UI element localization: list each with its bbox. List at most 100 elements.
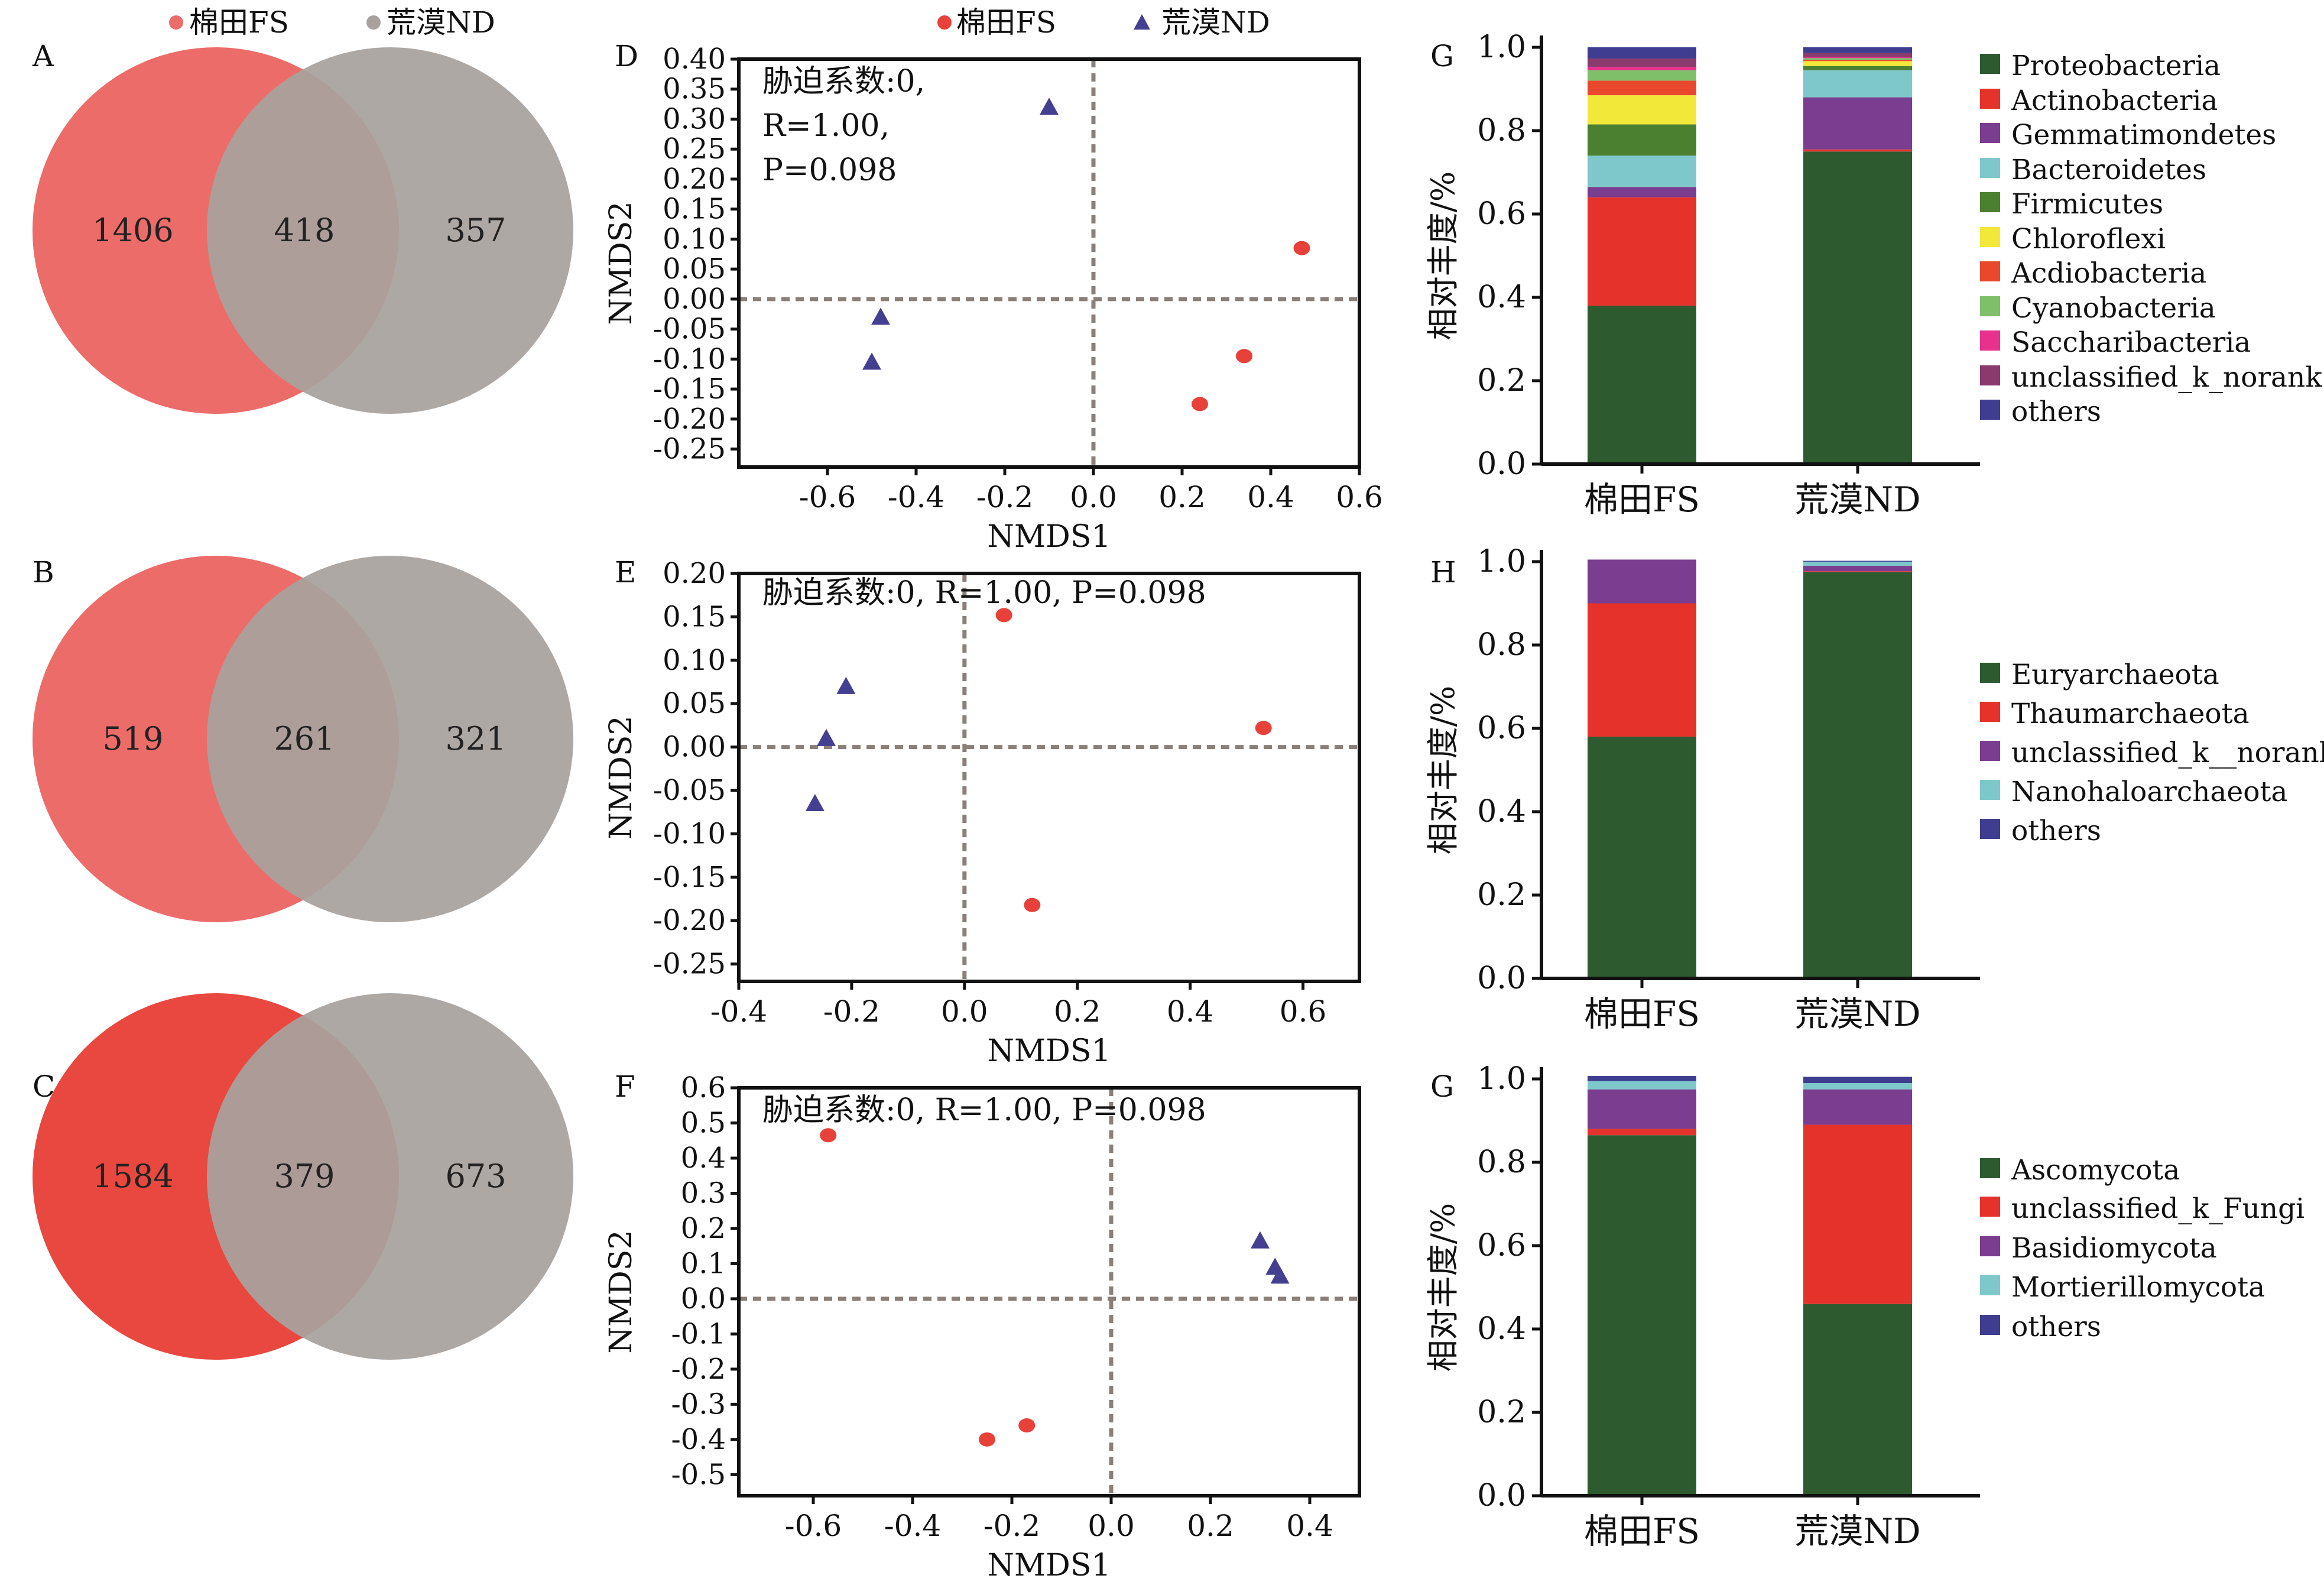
bar-segment-euryarchaeota [1588, 737, 1696, 978]
legend-label: Cyanobacteria [2011, 292, 2216, 325]
stats-annotation: 胁迫系数:0, [762, 64, 925, 99]
legend-swatch-icon [1980, 1236, 2000, 1256]
venn-legend: 棉田FS 荒漠ND [169, 5, 495, 40]
legend-label: Gemmatimondetes [2011, 119, 2276, 151]
y-axis-label: NMDS2 [603, 1230, 639, 1353]
x-tick-label: -0.4 [710, 994, 767, 1029]
y-axis-label: 相对丰度/% [1424, 1203, 1462, 1372]
legend-swatch-icon [1980, 1197, 2000, 1217]
legend-triangle-icon [1134, 14, 1150, 30]
legend-swatch-icon [1980, 54, 2000, 74]
x-tick-label: 0.4 [1286, 1509, 1333, 1543]
bar-segment-unclassified-k-norank [1588, 559, 1696, 604]
legend-swatch-icon [1980, 296, 2000, 316]
x-category-label: 荒漠ND [1794, 1511, 1920, 1551]
y-tick-label: 0.6 [1477, 1228, 1526, 1263]
y-tick-label: 0.30 [663, 102, 726, 135]
bar-segment-gemmatimondetes [1803, 97, 1912, 150]
y-axis-label: NMDS2 [603, 201, 639, 325]
y-tick-label: -0.3 [671, 1388, 726, 1421]
bar-segment-cyanobacteria [1803, 58, 1912, 60]
y-tick-label: 0.8 [1477, 627, 1526, 663]
nmds-legend-label: 棉田FS [956, 5, 1056, 40]
legend-label: others [2011, 396, 2101, 428]
y-tick-label: 0.35 [663, 73, 726, 106]
bar-segment-unclassified-k-fungi [1803, 1124, 1912, 1304]
scatter-point-nd [1270, 1266, 1290, 1284]
bar-segment-firmicutes [1588, 124, 1696, 156]
y-tick-label: -0.05 [653, 774, 726, 807]
y-tick-label: 0.05 [663, 252, 726, 286]
legend-dot-icon [366, 15, 381, 30]
scatter-point-nd [816, 728, 836, 746]
y-tick-label: 1.0 [1477, 544, 1526, 579]
nmds-plot-F: 0.60.50.40.30.20.10.0-0.1-0.2-0.3-0.4-0.… [603, 1071, 1361, 1583]
y-tick-label: -0.1 [671, 1317, 726, 1350]
x-tick-label: -0.4 [884, 1509, 941, 1543]
y-tick-label: 0.0 [1477, 1478, 1526, 1513]
venn-count-shared: 379 [274, 1158, 335, 1195]
x-tick-label: 0.2 [1054, 994, 1101, 1029]
y-tick-label: 0.20 [663, 557, 726, 590]
panel-letter: F [615, 1069, 635, 1104]
venn-count-only-nd: 321 [445, 720, 506, 757]
legend-swatch-icon [1980, 400, 2000, 420]
venn-circle-nd [207, 47, 573, 414]
bar-segment-others [1588, 1076, 1696, 1081]
legend-label: Thaumarchaeota [2011, 698, 2250, 730]
y-tick-label: 0.3 [681, 1176, 726, 1210]
y-tick-label: 0.40 [663, 43, 726, 76]
y-tick-label: 0.25 [663, 132, 726, 166]
venn-diagram-C: 1584 379 673 [33, 993, 573, 1360]
y-axis-label: 相对丰度/% [1424, 171, 1462, 341]
bar-segment-thaumarchaeota [1588, 603, 1696, 737]
y-tick-label: 0.05 [663, 687, 726, 720]
venn-count-only-nd: 673 [445, 1158, 506, 1195]
panel-letter: B [33, 555, 54, 589]
bar-segment-unclassified-k-norank [1588, 59, 1696, 67]
scatter-point-fs [820, 1128, 837, 1143]
venn-diagram-B: 519 261 321 [33, 556, 573, 922]
bar-segment-mortierillomycota [1588, 1081, 1696, 1090]
x-tick-label: 0.2 [1187, 1509, 1234, 1543]
stacked-bar-chart-G: 棉田FS 荒漠ND 0.0 0.2 0.4 0.6 0.8 1.0 相对丰度/% Ascomyco… [1424, 1061, 2304, 1551]
scatter-point-fs [979, 1432, 995, 1447]
bar-segment-saccharibacteria [1803, 57, 1912, 59]
venn-count-only-nd: 357 [445, 212, 506, 249]
bar-segment-basidiomycota [1803, 1089, 1912, 1125]
y-tick-label: 0.4 [1477, 280, 1526, 315]
scatter-point-fs [1236, 349, 1252, 364]
bar-segment-others [1803, 47, 1912, 53]
scatter-point-nd [862, 352, 881, 370]
y-tick-label: 0.8 [1477, 1145, 1526, 1180]
x-tick-label: 0.0 [941, 994, 988, 1029]
legend-label: Proteobacteria [2011, 50, 2221, 82]
stacked-bar-chart-G: 棉田FS 荒漠ND 0.0 0.2 0.4 0.6 0.8 1.0 相对丰度/% Proteoba… [1424, 30, 2322, 520]
bar-segment-mortierillomycota [1803, 1083, 1912, 1090]
x-axis-label: NMDS1 [987, 1548, 1111, 1583]
venn-count-shared: 418 [274, 212, 335, 249]
plot-frame [737, 572, 1361, 983]
x-tick-label: -0.2 [976, 480, 1033, 514]
bar-segment-actinobacteria [1803, 149, 1912, 152]
y-tick-label: -0.20 [653, 904, 726, 937]
x-category-label: 棉田FS [1584, 994, 1700, 1034]
y-tick-label: 1.0 [1477, 1061, 1526, 1097]
y-tick-label: 1.0 [1477, 30, 1526, 65]
bar-segment-firmicutes [1803, 66, 1912, 70]
scatter-point-nd [1040, 98, 1059, 115]
scatter-point-nd [805, 794, 825, 812]
nmds-plot-D: 0.400.350.300.250.200.150.100.050.00-0.0… [603, 43, 1383, 555]
bar-segment-ascomycota [1588, 1135, 1696, 1496]
legend-label: Basidiomycota [2011, 1232, 2217, 1265]
legend-label: Firmicutes [2011, 188, 2163, 221]
y-tick-label: 0.1 [681, 1247, 726, 1280]
bar-segment-unclassified-k-norank [1803, 53, 1912, 57]
plot-frame [737, 57, 1361, 469]
scatter-point-fs [1192, 397, 1208, 411]
legend-swatch-icon [1980, 365, 2000, 385]
x-axis-label: NMDS1 [987, 1033, 1111, 1069]
y-tick-label: 0.20 [663, 163, 726, 196]
x-tick-label: -0.4 [888, 480, 944, 514]
